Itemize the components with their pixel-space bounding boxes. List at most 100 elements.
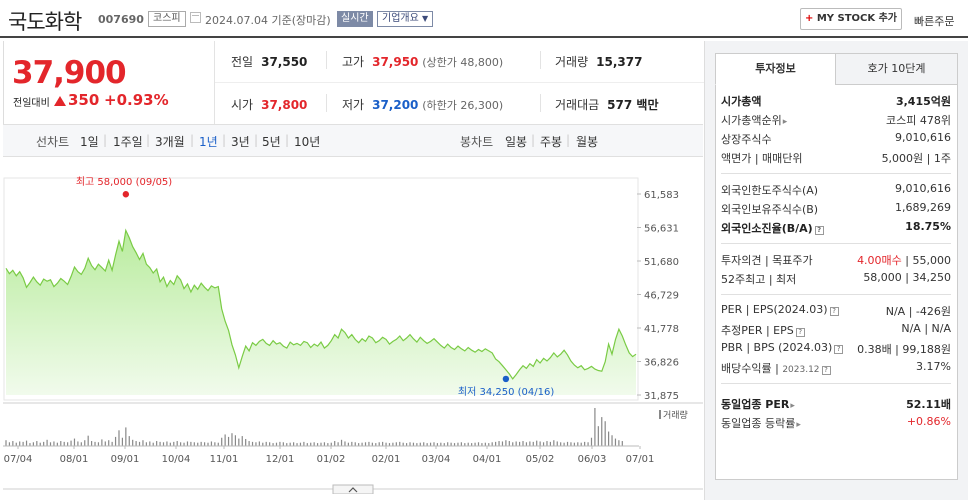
chevron-up-icon (348, 487, 358, 493)
upper-limit: (상한가 48,800) (422, 56, 504, 69)
volume-bar (614, 438, 617, 446)
volume-bar (601, 417, 603, 446)
price-area (6, 230, 636, 395)
divider (326, 51, 327, 69)
invest-info-panel: 투자정보 호가 10단계 시가총액 3,415억원 시가총액순위▸ 코스피 478위… (704, 41, 968, 500)
prev-close: 전일 37,550 (231, 53, 307, 70)
volume-bar (70, 440, 72, 446)
shares-value: 9,010,616 (895, 131, 951, 144)
volume-bar (584, 441, 586, 446)
tab-daily[interactable]: 일봉 (505, 135, 528, 149)
volume-bar (296, 443, 298, 446)
cap-rank-label: 시가총액순위▸ (721, 112, 787, 128)
tab-3y[interactable]: 3년 (231, 135, 250, 149)
volume-bar (166, 441, 168, 446)
volume-bar (337, 442, 339, 446)
volume-bar (53, 441, 55, 446)
par-label: 액면가 | 매매단위 (721, 152, 803, 165)
opinion-label: 투자의견 | 목표주가 (721, 254, 813, 267)
help-icon[interactable]: ? (834, 345, 844, 354)
volume-bar (262, 442, 264, 446)
volume-bar (621, 441, 623, 446)
x-tick-label: 02/01 (372, 454, 401, 465)
sector-per-text: 동일업종 PER (721, 398, 790, 411)
volume-bar (385, 442, 387, 446)
volume-bar (293, 442, 295, 446)
volume-bar (340, 439, 343, 446)
volume-bar (416, 443, 418, 446)
help-icon[interactable]: ? (821, 366, 831, 375)
volume-bar (111, 441, 113, 446)
volume-bar (299, 442, 302, 446)
y-tick-label: 31,875 (644, 391, 679, 402)
volume-bar (114, 436, 117, 446)
volume-bar (426, 443, 428, 446)
company-info-label: 기업개요 (382, 13, 419, 24)
foreign-ratio-row: 외국인소진율(B/A)? 18.75% (721, 220, 951, 236)
volume-bar (152, 442, 154, 446)
tab-1y[interactable]: 1년 (199, 135, 218, 149)
volume-bar (351, 441, 353, 446)
volume-bar (477, 442, 480, 446)
volume-bar (63, 441, 65, 446)
volume-bar (97, 442, 100, 446)
volume-bar (32, 442, 34, 446)
volume-bar (450, 442, 452, 446)
pbr-row: PBR | BPS (2024.03)? 0.38배 | 99,188원 (721, 341, 951, 357)
market-cap-label: 시가총액 (721, 95, 762, 108)
foreign-ratio-label: 외국인소진율(B/A)? (721, 220, 824, 236)
volume-bar (15, 442, 17, 446)
volume-bar (227, 436, 230, 446)
chart-collapse-button[interactable] (332, 484, 374, 494)
est-per-text: 추정PER | EPS (721, 324, 794, 337)
volume-bar (138, 441, 141, 446)
line-chart-label: 선차트 (36, 135, 70, 149)
tab-monthly[interactable]: 월봉 (576, 135, 599, 149)
volume-label: 거래량 (555, 55, 589, 69)
quick-order-link[interactable]: 빠른주문 (914, 15, 955, 28)
realtime-badge[interactable]: 실시간 (337, 11, 373, 27)
volume-bar (375, 443, 377, 446)
tab-10y[interactable]: 10년 (294, 135, 321, 149)
lower-limit: (하한가 26,300) (422, 99, 504, 112)
tab-invest-info[interactable]: 투자정보 (715, 53, 836, 85)
week52-row: 52주최고 | 최저 58,000 | 34,250 (721, 271, 951, 287)
volume-bar (234, 435, 237, 446)
help-icon[interactable]: ? (829, 307, 839, 316)
volume-bar (508, 441, 510, 446)
volume-bar (604, 421, 606, 446)
foreign-limit-label: 외국인한도주식수(A) (721, 184, 819, 197)
volume-bar (84, 440, 86, 446)
x-tick-label: 04/01 (473, 454, 502, 465)
tab-weekly[interactable]: 주봉 (540, 135, 563, 149)
help-icon[interactable]: ? (814, 226, 824, 235)
tab-1w[interactable]: 1주일 (113, 135, 143, 149)
x-tick-label: 08/01 (60, 454, 89, 465)
my-stock-add-button[interactable]: + MY STOCK 추가 (800, 8, 902, 30)
volume-bar (203, 442, 206, 446)
week52-value: 58,000 | 34,250 (863, 271, 951, 284)
tab-5y[interactable]: 5년 (262, 135, 281, 149)
dividend-date: 2023.12 (782, 365, 820, 375)
tab-orderbook-10[interactable]: 호가 10단계 (835, 53, 958, 85)
chevron-down-icon: ▼ (422, 14, 429, 23)
volume-bar (460, 442, 462, 446)
foreign-limit-row: 외국인한도주식수(A) 9,010,616 (721, 182, 951, 198)
volume-bar (464, 443, 466, 446)
volume-bar (73, 438, 76, 446)
volume-bar (255, 442, 257, 446)
dividend-label: 배당수익률 | 2023.12? (721, 360, 831, 376)
price-chart[interactable]: 61,583 56,631 51,680 46,729 41,778 36,826 31,8… (3, 158, 703, 494)
volume-bar (207, 442, 209, 446)
tab-1d[interactable]: 1일 (80, 135, 99, 149)
sector-change-value: +0.86% (906, 415, 951, 428)
company-info-dropdown[interactable]: 기업개요 ▼ (377, 11, 434, 27)
caret-right-icon: ▸ (790, 401, 795, 411)
help-icon[interactable]: ? (795, 328, 805, 337)
tab-3m[interactable]: 3개월 (155, 135, 185, 149)
volume-bar (402, 442, 404, 446)
sector-change-text: 동일업종 등락률 (721, 417, 796, 430)
max-marker (122, 191, 130, 198)
volume-bar (269, 442, 271, 446)
volume-bar (539, 441, 541, 446)
